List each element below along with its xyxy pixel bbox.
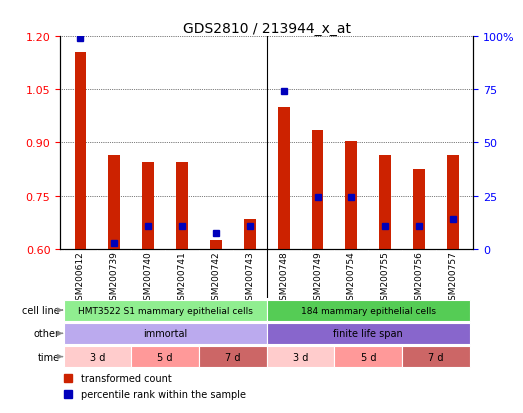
Bar [75,53,86,249]
Text: time: time [37,352,60,362]
Text: GSM200741: GSM200741 [178,251,187,305]
Text: GSM200742: GSM200742 [211,251,220,305]
Bar [108,156,120,249]
Text: GSM200755: GSM200755 [381,251,390,305]
Title: GDS2810 / 213944_x_at: GDS2810 / 213944_x_at [183,22,351,36]
Bar [210,240,222,249]
Bar [244,219,256,249]
Text: 3 d: 3 d [293,352,308,362]
Text: GSM200757: GSM200757 [449,251,458,305]
Text: GSM200748: GSM200748 [279,251,288,305]
Bar [63,346,131,367]
Bar [63,300,267,321]
Text: other: other [33,329,60,339]
Bar [278,108,290,249]
Bar [131,346,199,367]
Bar [267,323,470,344]
Text: GSM200743: GSM200743 [245,251,254,305]
Bar [379,156,391,249]
Text: HMT3522 S1 mammary epithelial cells: HMT3522 S1 mammary epithelial cells [78,306,253,315]
Text: percentile rank within the sample: percentile rank within the sample [81,389,246,399]
Bar [447,156,459,249]
Text: GSM200754: GSM200754 [347,251,356,305]
Text: cell line: cell line [22,305,60,316]
Text: GSM200739: GSM200739 [110,251,119,305]
Bar [63,323,267,344]
Bar [267,346,335,367]
Text: GSM200740: GSM200740 [144,251,153,305]
Bar [413,170,425,249]
Text: 3 d: 3 d [90,352,105,362]
Text: transformed count: transformed count [81,373,172,384]
Text: GSM200612: GSM200612 [76,251,85,305]
Text: 5 d: 5 d [157,352,173,362]
Bar [176,163,188,249]
Bar [142,163,154,249]
Text: immortal: immortal [143,329,187,339]
Text: finite life span: finite life span [334,329,403,339]
Bar [402,346,470,367]
Text: GSM200749: GSM200749 [313,251,322,305]
Text: 184 mammary epithelial cells: 184 mammary epithelial cells [301,306,436,315]
Bar [346,141,357,249]
Bar [335,346,402,367]
Text: 7 d: 7 d [428,352,444,362]
Text: 7 d: 7 d [225,352,241,362]
Bar [267,300,470,321]
Bar [199,346,267,367]
Text: 5 d: 5 d [360,352,376,362]
Bar [312,131,323,249]
Text: GSM200756: GSM200756 [415,251,424,305]
